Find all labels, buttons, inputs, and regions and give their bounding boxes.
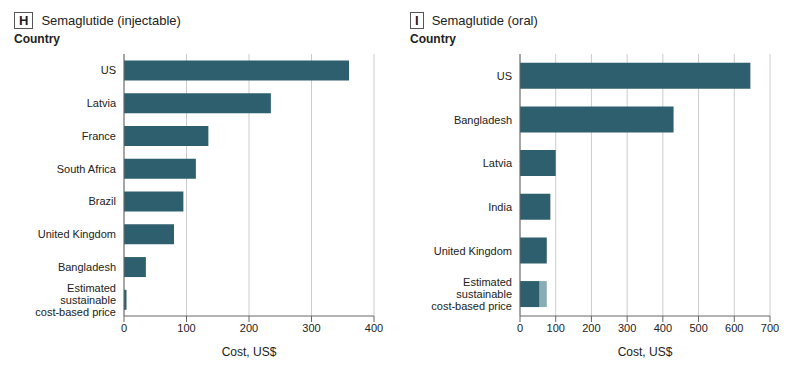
svg-text:300: 300 xyxy=(302,322,320,334)
svg-text:200: 200 xyxy=(582,322,600,334)
svg-text:Brazil: Brazil xyxy=(88,195,116,207)
svg-text:US: US xyxy=(497,70,512,82)
html-text:Country: Country xyxy=(410,32,456,46)
html-text:I: I xyxy=(415,12,419,28)
html-text:Semaglutide (injectable): Semaglutide (injectable) xyxy=(41,12,181,28)
svg-text:100: 100 xyxy=(547,322,565,334)
svg-text:Latvia: Latvia xyxy=(87,97,117,109)
html-text:H: H xyxy=(19,12,29,28)
svg-text:France: France xyxy=(82,130,116,142)
svg-text:600: 600 xyxy=(725,322,743,334)
svg-text:United Kingdom: United Kingdom xyxy=(434,245,512,257)
svg-text:200: 200 xyxy=(240,322,258,334)
html-text:Country: Country xyxy=(14,32,60,46)
svg-text:Estimatedsustainablecost-based: Estimatedsustainablecost-based price xyxy=(431,276,512,312)
svg-text:United Kingdom: United Kingdom xyxy=(38,228,116,240)
svg-text:Bangladesh: Bangladesh xyxy=(454,114,512,126)
svg-text:Cost, US$: Cost, US$ xyxy=(618,345,673,359)
svg-text:India: India xyxy=(488,201,513,213)
html-text:Semaglutide (oral): Semaglutide (oral) xyxy=(431,12,538,28)
svg-text:0: 0 xyxy=(121,322,127,334)
svg-text:400: 400 xyxy=(365,322,383,334)
svg-text:South Africa: South Africa xyxy=(57,163,117,175)
svg-text:Estimatedsustainablecost-based: Estimatedsustainablecost-based price xyxy=(35,282,116,318)
svg-text:300: 300 xyxy=(618,322,636,334)
svg-text:Bangladesh: Bangladesh xyxy=(58,261,116,273)
svg-text:100: 100 xyxy=(177,322,195,334)
svg-text:Latvia: Latvia xyxy=(483,157,513,169)
svg-text:Cost, US$: Cost, US$ xyxy=(222,345,277,359)
svg-text:700: 700 xyxy=(761,322,779,334)
svg-text:0: 0 xyxy=(517,322,523,334)
svg-text:US: US xyxy=(101,64,116,76)
svg-text:400: 400 xyxy=(654,322,672,334)
svg-text:500: 500 xyxy=(689,322,707,334)
